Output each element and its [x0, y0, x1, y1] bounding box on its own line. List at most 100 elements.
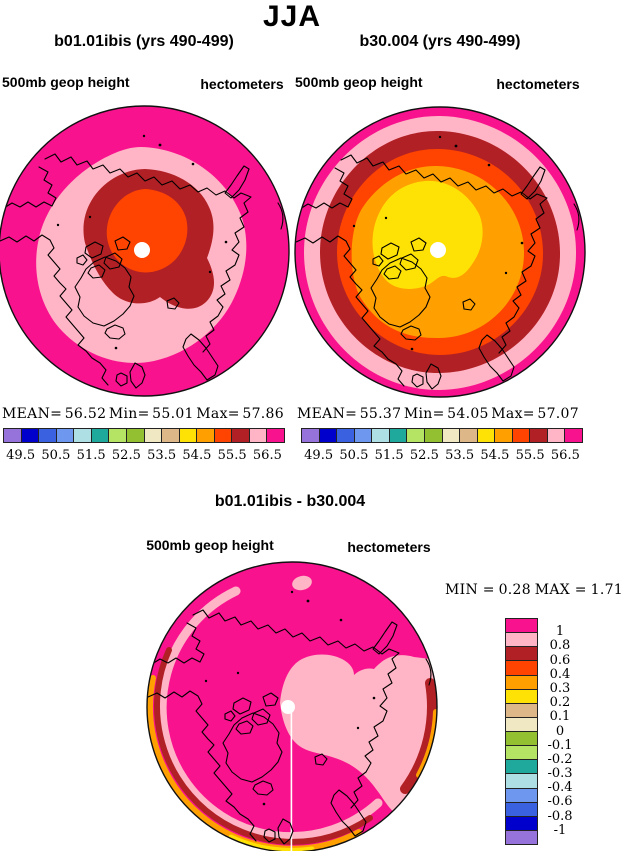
colorbar-tick-label: 54.5 [182, 448, 212, 463]
right-units-label: hectometers [496, 76, 580, 92]
colorbar-cell [302, 429, 320, 442]
map-left-b01 [0, 105, 290, 397]
min-label: MIN = [445, 582, 495, 598]
diff-rim-pink [157, 586, 383, 842]
colorbar-cell [565, 429, 582, 442]
colorbar-tick-label: 50.5 [339, 448, 369, 463]
right-colorbar [301, 428, 583, 443]
figure-title: JJA [262, 0, 322, 33]
colorbar-cell [267, 429, 284, 442]
max-label: MAX = [534, 582, 587, 598]
colorbar-cell [126, 429, 145, 442]
colorbar-cell [506, 788, 537, 803]
left-units-label: hectometers [200, 76, 284, 92]
meridian-line [290, 709, 293, 851]
colorbar-tick-label: 50.5 [41, 448, 71, 463]
colorbar-cell [442, 429, 461, 442]
max-value: 1.71 [590, 582, 623, 598]
diff-colorbar-ticks: 1 0.8 0.6 0.4 0.3 0.2 0.1 0 -0.1 -0.2 -0.3 -0.4 -0.6… [538, 618, 582, 845]
colorbar-tick-label: -0.6 [547, 794, 573, 810]
left-colorbar [3, 428, 285, 443]
colorbar-cell [372, 429, 390, 442]
right-stats: MEAN= 55.37 Min= 54.05 Max= 57.07 [297, 406, 579, 422]
colorbar-tick-label: 55.5 [217, 448, 247, 463]
colorbar-cell [512, 429, 531, 442]
colorbar-cell [506, 619, 537, 634]
colorbar-cell [91, 429, 110, 442]
colorbar-cell [109, 429, 127, 442]
colorbar-tick-label: 0.1 [549, 709, 571, 725]
colorbar-cell [56, 429, 75, 442]
left-fill-red-orange [106, 189, 188, 273]
diff-fill-pink-lobe [280, 654, 437, 821]
pole-marker [134, 242, 150, 258]
colorbar-tick-label: 56.5 [550, 448, 580, 463]
colorbar-tick-label: -0.2 [547, 751, 573, 767]
colorbar-cell [530, 429, 548, 442]
map-boundary [146, 561, 438, 851]
diff-rim-orange [147, 675, 362, 851]
diff-field-label: 500mb geop height [146, 537, 274, 553]
colorbar-tick-label: 51.5 [374, 448, 404, 463]
diff-stats: MIN = 0.28 MAX = 1.71 [445, 582, 623, 598]
map-boundary [0, 105, 290, 397]
colorbar-cell [4, 429, 22, 442]
pole-marker [430, 242, 446, 258]
colorbar-cell [197, 429, 215, 442]
min-value: 55.01 [152, 406, 194, 422]
colorbar-cell [506, 661, 537, 676]
colorbar-cell [39, 429, 57, 442]
colorbar-cell [506, 732, 537, 747]
colorbar-tick-label: 53.5 [445, 448, 475, 463]
colorbar-cell [477, 429, 496, 442]
colorbar-cell [179, 429, 198, 442]
colorbar-cell [506, 830, 537, 844]
colorbar-tick-label: 0 [555, 723, 565, 739]
mean-value: 55.37 [359, 406, 402, 422]
colorbar-cell [354, 429, 373, 442]
colorbar-tick-label: -0.1 [547, 737, 573, 753]
colorbar-tick-label: -0.8 [547, 808, 573, 824]
colorbar-tick-label: 0.6 [549, 652, 571, 668]
colorbar-cell [144, 429, 163, 442]
colorbar-cell [506, 816, 537, 831]
pole-marker [281, 700, 295, 714]
colorbar-tick-label: 49.5 [6, 448, 36, 463]
right-colorbar-ticks: 49.5 50.5 51.5 52.5 53.5 54.5 55.5 56.5 [301, 448, 583, 463]
colorbar-cell [495, 429, 513, 442]
min-value: 0.28 [498, 582, 531, 598]
right-fill-yellow [372, 180, 483, 289]
diff-units-label: hectometers [347, 539, 431, 555]
right-panel-title: b30.004 (yrs 490-499) [359, 33, 521, 50]
max-value: 57.86 [242, 406, 284, 422]
colorbar-cell [424, 429, 443, 442]
colorbar-cell [506, 633, 537, 648]
colorbar-cell [506, 774, 537, 789]
colorbar-cell [506, 689, 537, 704]
colorbar-cell [407, 429, 425, 442]
colorbar-tick-label: 53.5 [147, 448, 177, 463]
colorbar-tick-label: 52.5 [409, 448, 439, 463]
colorbar-cell [74, 429, 92, 442]
diff-rim-yellow [228, 834, 315, 851]
max-label: Max= [196, 406, 240, 422]
left-colorbar-ticks: 49.5 50.5 51.5 52.5 53.5 54.5 55.5 56.5 [3, 448, 285, 463]
map-diff [146, 561, 438, 851]
colorbar-tick-label: 54.5 [480, 448, 510, 463]
colorbar-tick-label: -0.4 [547, 780, 573, 795]
map-boundary [294, 106, 586, 398]
colorbar-tick-label: 55.5 [515, 448, 545, 463]
colorbar-cell [506, 760, 537, 775]
colorbar-cell [506, 802, 537, 817]
diff-colorbar [505, 618, 538, 845]
mean-label: MEAN= [2, 406, 63, 422]
colorbar-cell [337, 429, 355, 442]
left-stats: MEAN= 56.52 Min= 55.01 Max= 57.86 [2, 406, 284, 422]
colorbar-cell [214, 429, 233, 442]
colorbar-cell [547, 429, 566, 442]
max-value: 57.07 [537, 406, 579, 422]
colorbar-tick-label: 0.3 [549, 680, 571, 696]
colorbar-cell [506, 647, 537, 662]
colorbar-tick-label: 52.5 [111, 448, 141, 463]
